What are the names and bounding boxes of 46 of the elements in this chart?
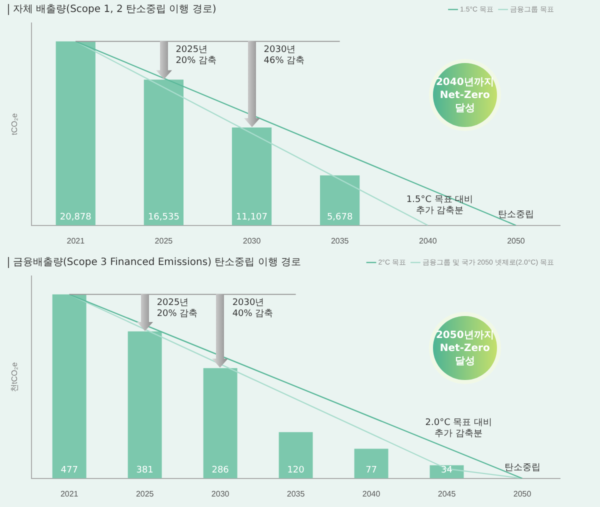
annotation: 2030년 40% 감축	[232, 298, 274, 320]
data-label: 11,107	[236, 212, 268, 223]
x-tick-label: 2050	[513, 489, 532, 498]
x-tick-label: 2021	[60, 489, 79, 498]
annotation: 2030년 46% 감축	[264, 45, 305, 68]
bar	[354, 448, 388, 478]
chart-title: 금융배출량(Scope 3 Financed Emissions) 탄소중립 이행 경로	[8, 257, 302, 268]
bar	[278, 432, 313, 478]
annotation: 탄소중립	[498, 210, 534, 222]
x-tick-label: 2035	[330, 236, 350, 246]
annotation: 2.0°C 목표 대비 추가 감축분	[425, 418, 492, 440]
data-label: 34	[441, 466, 453, 476]
bar	[52, 294, 86, 478]
data-label: 16,535	[148, 212, 180, 223]
bar	[232, 128, 272, 226]
bar	[203, 368, 238, 478]
data-label: 477	[60, 466, 78, 476]
annotation: 2025년 20% 감축	[156, 298, 198, 320]
y-axis-title: tCO₂e	[10, 112, 20, 136]
annotation: 2025년 20% 감축	[176, 45, 217, 68]
x-tick-label: 2025	[136, 489, 154, 498]
y-axis-title: 천tCO₂e	[10, 362, 20, 392]
x-tick-label: 2035	[286, 489, 306, 498]
x-tick-label: 2040	[362, 489, 381, 498]
x-tick-label: 2021	[66, 236, 86, 246]
data-label: 120	[287, 466, 305, 476]
data-label: 381	[136, 466, 154, 476]
x-tick-label: 2030	[211, 489, 230, 498]
data-label: 20,878	[60, 212, 92, 223]
annotation: 1.5°C 목표 대비 추가 감축분	[406, 194, 474, 217]
x-tick-label: 2050	[507, 236, 526, 246]
data-label: 286	[212, 466, 230, 476]
bar	[320, 175, 360, 226]
x-tick-label: 2040	[419, 236, 438, 246]
x-tick-label: 2025	[154, 236, 174, 246]
x-tick-label: 2045	[438, 489, 456, 498]
bar	[56, 41, 96, 226]
chart-title: 자체 배출량(Scope 1, 2 탄소중립 이행 경로)	[8, 4, 216, 15]
circle-badge: 2040년까지 Net-Zero 달성	[432, 63, 497, 128]
data-label: 5,678	[326, 212, 353, 223]
annotation: 탄소중립	[504, 463, 540, 474]
x-tick-label: 2030	[242, 236, 262, 246]
bar	[144, 80, 184, 226]
circle-badge: 2050년까지 Net-Zero 달성	[432, 316, 497, 380]
data-label: 77	[366, 466, 378, 476]
bar	[128, 331, 162, 478]
